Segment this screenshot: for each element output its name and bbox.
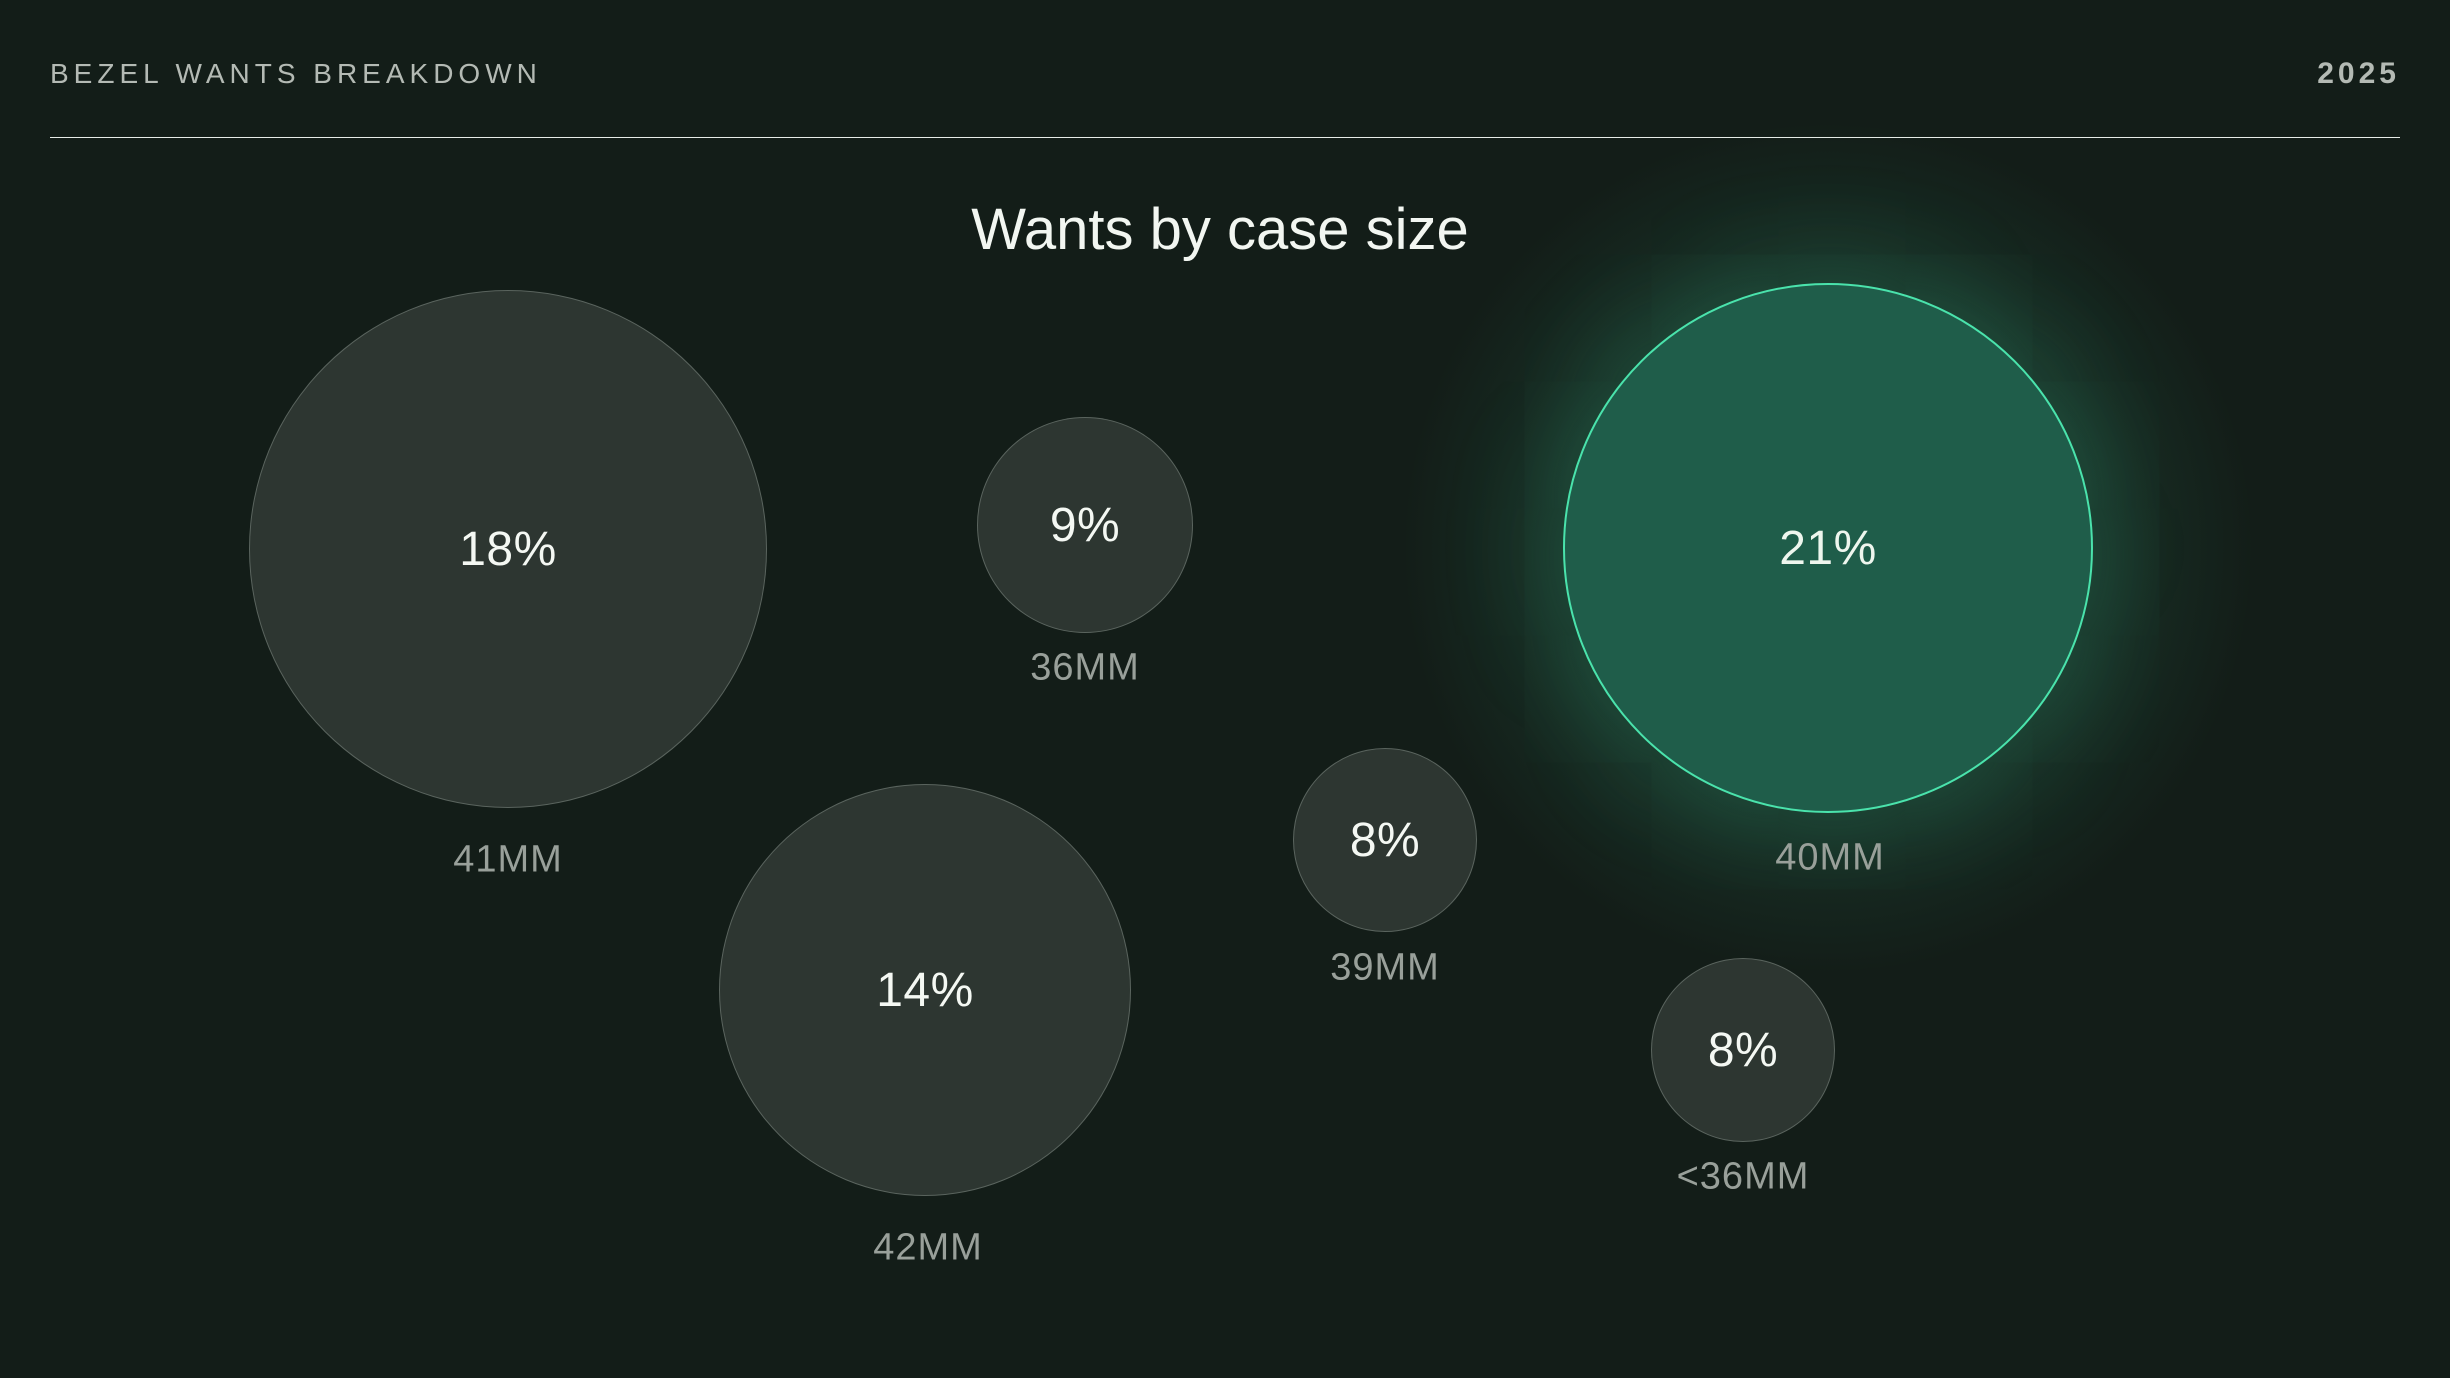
bubble-under36mm: 8% [1651,958,1835,1142]
bubble-39mm: 8% [1293,748,1477,932]
year-label: 2025 [2317,57,2400,90]
chart-title: Wants by case size [971,197,1469,262]
bubble-42mm-value: 14% [876,963,974,1017]
bubble-40mm-value: 21% [1779,521,1877,575]
bubble-40mm: 21% [1563,283,2093,813]
bubble-under36mm-label: <36MM [1676,1155,1810,1198]
bubble-40mm-label: 40MM [1775,836,1885,879]
bubble-39mm-label: 39MM [1330,946,1440,989]
bubble-42mm: 14% [719,784,1131,1196]
bubble-39mm-value: 8% [1349,813,1421,867]
header-divider [50,137,2400,138]
bubble-36mm-label: 36MM [1030,646,1140,689]
bubble-36mm: 9% [977,417,1193,633]
bubble-41mm: 18% [249,290,767,808]
bubble-41mm-label: 41MM [453,838,563,881]
report-title: BEZEL WANTS BREAKDOWN [50,58,542,89]
bubble-under36mm-value: 8% [1707,1023,1779,1077]
bubble-36mm-value: 9% [1049,498,1121,552]
bubble-41mm-value: 18% [459,522,557,576]
bubble-42mm-label: 42MM [873,1226,983,1269]
